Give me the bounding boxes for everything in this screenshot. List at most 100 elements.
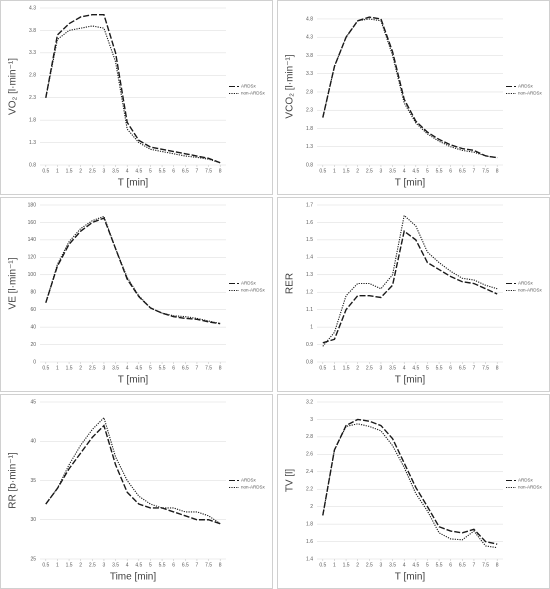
legend-label: non-ARDSx xyxy=(518,485,543,490)
x-tick-label: 1 xyxy=(333,168,336,174)
series-line xyxy=(45,424,221,525)
x-tick-label: 3 xyxy=(103,562,106,568)
y-tick-label: 2.3 xyxy=(306,108,313,114)
legend-label: non-ARDSx xyxy=(518,288,543,293)
y-tick-label: 2.4 xyxy=(306,469,313,475)
y-tick-label: 1.7 xyxy=(306,202,313,208)
legend-label: ARDSx xyxy=(518,478,534,483)
x-tick-label: 6.5 xyxy=(182,365,189,371)
y-axis-label: TV [l] xyxy=(285,469,296,493)
x-tick-label: 5 xyxy=(149,365,152,371)
x-tick-label: 0.5 xyxy=(42,562,49,568)
y-tick-label: 20 xyxy=(30,342,36,348)
x-tick-label: 8 xyxy=(219,168,222,174)
x-tick-label: 1.5 xyxy=(343,562,350,568)
x-tick-label: 8 xyxy=(496,562,499,568)
y-axis-label: RER xyxy=(285,273,296,294)
panel-frame xyxy=(0,197,273,392)
x-tick-label: 7 xyxy=(196,168,199,174)
series-line xyxy=(45,416,221,525)
x-tick-label: 6.5 xyxy=(182,168,189,174)
y-tick-label: 1.4 xyxy=(306,556,313,562)
x-tick-label: 2 xyxy=(356,168,359,174)
x-tick-label: 8 xyxy=(219,562,222,568)
y-tick-label: 1.3 xyxy=(306,272,313,278)
series-line xyxy=(45,215,221,325)
x-tick-label: 0.5 xyxy=(42,365,49,371)
x-tick-label: 4.5 xyxy=(135,365,142,371)
x-tick-label: 5.5 xyxy=(436,562,443,568)
y-tick-label: 0.8 xyxy=(306,162,313,168)
y-tick-label: 1.6 xyxy=(306,539,313,545)
y-tick-label: 0.9 xyxy=(306,342,313,348)
y-tick-label: 180 xyxy=(28,202,37,208)
y-tick-label: 40 xyxy=(30,324,36,330)
x-tick-label: 1.5 xyxy=(343,365,350,371)
legend-label: ARDSx xyxy=(518,281,534,286)
y-tick-label: 1.8 xyxy=(29,117,36,123)
x-tick-label: 3 xyxy=(103,365,106,371)
y-tick-label: 35 xyxy=(30,478,36,484)
y-tick-label: 4.3 xyxy=(306,35,313,41)
y-tick-label: 45 xyxy=(30,399,36,405)
x-tick-label: 1.5 xyxy=(66,168,73,174)
x-tick-label: 1.5 xyxy=(66,365,73,371)
x-tick-label: 4 xyxy=(403,168,406,174)
x-tick-label: 1 xyxy=(56,168,59,174)
y-tick-label: 40 xyxy=(30,439,36,445)
x-tick-label: 6.5 xyxy=(459,168,466,174)
series-line xyxy=(45,25,221,164)
x-axis-label: T [min] xyxy=(118,375,149,386)
y-tick-label: 2.2 xyxy=(306,487,313,493)
x-tick-label: 2.5 xyxy=(366,562,373,568)
x-tick-label: 2.5 xyxy=(366,365,373,371)
x-tick-label: 6.5 xyxy=(459,562,466,568)
y-tick-label: 2.3 xyxy=(29,95,36,101)
x-tick-label: 2 xyxy=(356,562,359,568)
panel-frame xyxy=(277,197,550,392)
x-tick-label: 5 xyxy=(426,562,429,568)
x-tick-label: 1.5 xyxy=(343,168,350,174)
x-tick-label: 3.5 xyxy=(112,168,119,174)
x-tick-label: 3 xyxy=(103,168,106,174)
series-line xyxy=(322,16,498,159)
x-tick-label: 3.5 xyxy=(389,365,396,371)
y-tick-label: 1.3 xyxy=(29,140,36,146)
x-tick-label: 5 xyxy=(426,365,429,371)
series-line xyxy=(322,418,498,545)
y-tick-label: 3.8 xyxy=(29,28,36,34)
x-tick-label: 4.5 xyxy=(135,562,142,568)
series-line xyxy=(322,18,498,159)
x-tick-label: 5.5 xyxy=(159,365,166,371)
x-tick-label: 7.5 xyxy=(482,562,489,568)
y-tick-label: 2.8 xyxy=(29,73,36,79)
x-tick-label: 4.5 xyxy=(135,168,142,174)
y-tick-label: 120 xyxy=(28,255,37,261)
y-tick-label: 1.6 xyxy=(306,220,313,226)
x-tick-label: 0.5 xyxy=(319,365,326,371)
y-tick-label: 3.2 xyxy=(306,399,313,405)
x-axis-label: T [min] xyxy=(395,572,426,583)
x-tick-label: 7.5 xyxy=(205,562,212,568)
y-tick-label: 1.4 xyxy=(306,255,313,261)
x-tick-label: 8 xyxy=(219,365,222,371)
x-tick-label: 7.5 xyxy=(205,365,212,371)
y-tick-label: 4.8 xyxy=(306,16,313,22)
x-tick-label: 4 xyxy=(126,562,129,568)
y-tick-label: 140 xyxy=(28,237,37,243)
x-tick-label: 1 xyxy=(333,365,336,371)
legend-label: non-ARDSx xyxy=(241,288,266,293)
x-tick-label: 7 xyxy=(473,562,476,568)
x-tick-label: 6 xyxy=(449,365,452,371)
x-tick-label: 4.5 xyxy=(412,562,419,568)
x-tick-label: 0.5 xyxy=(319,168,326,174)
series-line xyxy=(322,423,498,549)
x-tick-label: 7.5 xyxy=(205,168,212,174)
x-tick-label: 2.5 xyxy=(89,365,96,371)
y-tick-label: 1.8 xyxy=(306,521,313,527)
x-tick-label: 4.5 xyxy=(412,365,419,371)
legend-label: ARDSx xyxy=(241,281,257,286)
x-tick-label: 5.5 xyxy=(436,168,443,174)
x-tick-label: 8 xyxy=(496,168,499,174)
series-line xyxy=(45,217,221,325)
